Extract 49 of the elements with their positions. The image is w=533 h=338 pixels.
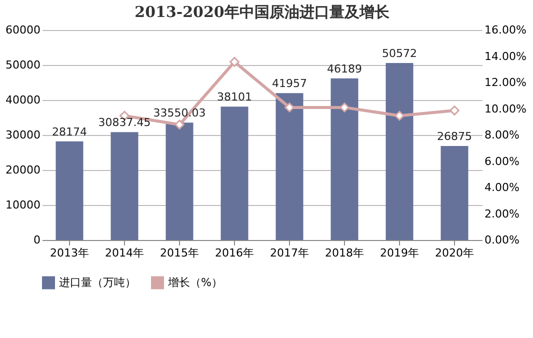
bar	[386, 63, 414, 240]
x-tick-label: 2015年	[160, 246, 199, 260]
y-tick-label: 50000	[6, 58, 40, 72]
point	[230, 56, 240, 67]
y-tick-label: 40000	[6, 94, 40, 106]
x-tick-label: 2020年	[435, 246, 474, 260]
x-tick-label: 2018年	[325, 246, 364, 260]
data-label: 28174	[52, 125, 87, 138]
point	[284, 102, 294, 112]
y2-tick-label: 2.00%	[484, 207, 520, 220]
data-label: 38101	[217, 90, 252, 104]
y2-tick-label: 8.00%	[484, 128, 520, 142]
point	[174, 120, 184, 130]
bar	[276, 93, 304, 240]
data-label: 33550.03	[153, 106, 206, 120]
bar	[220, 106, 248, 240]
x-tick-label: 2019年	[380, 246, 419, 260]
y-tick-label: 60000	[6, 24, 40, 36]
y2-tick-label: 10.00%	[484, 102, 526, 116]
chart-title: 2013-2020年中国原油进口量及增长	[134, 3, 390, 21]
data-label: 41957	[272, 77, 307, 90]
legend-label: 增长（%）	[167, 276, 222, 289]
y2-tick-label: 14.00%	[484, 50, 526, 63]
bar	[110, 132, 138, 240]
data-label: 46189	[327, 62, 362, 76]
y2-tick-label: 6.00%	[484, 154, 520, 168]
point	[394, 110, 404, 121]
y-tick-label: 20000	[6, 164, 40, 176]
y-tick-label: 30000	[6, 128, 40, 142]
bar	[440, 146, 468, 240]
y-tick-label: 10000	[6, 198, 40, 212]
data-label: 30837.45	[98, 116, 151, 130]
x-tick-label: 2013年	[50, 246, 89, 260]
y2-tick-label: 16.00%	[484, 24, 526, 36]
bar	[166, 122, 194, 240]
x-tick-label: 2017年	[270, 246, 309, 260]
y2-tick-label: 12.00%	[484, 76, 526, 89]
x-tick-label: 2014年	[105, 246, 144, 260]
data-label: 50572	[382, 47, 417, 60]
bar	[56, 141, 84, 240]
x-tick-label: 2016年	[215, 246, 254, 260]
data-label: 26875	[437, 130, 472, 143]
y-tick-label: 0	[34, 234, 40, 246]
legend-label: 进口量（万吨）	[59, 276, 136, 289]
y2-tick-label: 0.00%	[484, 234, 520, 246]
bar	[330, 78, 358, 240]
point	[450, 106, 460, 116]
point	[340, 102, 350, 112]
y2-tick-label: 4.00%	[484, 181, 520, 194]
